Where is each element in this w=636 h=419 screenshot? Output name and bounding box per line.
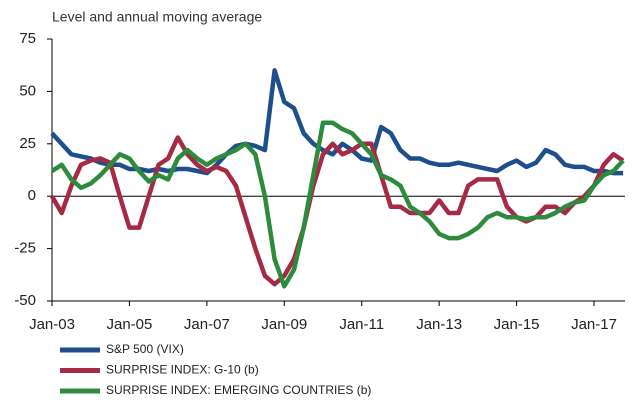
- legend-label: SURPRISE INDEX: EMERGING COUNTRIES (b): [106, 383, 371, 397]
- y-tick-label: 50: [19, 82, 36, 99]
- y-tick-label: -50: [14, 292, 36, 309]
- x-tick-label: Jan-17: [571, 316, 617, 333]
- x-tick-label: Jan-05: [106, 316, 152, 333]
- legend-label: SURPRISE INDEX: G-10 (b): [106, 363, 259, 377]
- legend-label: S&P 500 (VIX): [106, 342, 184, 356]
- x-tick-label: Jan-15: [494, 316, 540, 333]
- y-tick-label: 0: [28, 187, 36, 204]
- x-tick-label: Jan-11: [339, 316, 384, 333]
- chart-subtitle: Level and annual moving average: [52, 9, 262, 25]
- x-tick-label: Jan-03: [29, 316, 75, 333]
- series-line: [50, 68, 624, 176]
- series-line: [50, 120, 625, 289]
- x-tick-label: Jan-13: [416, 316, 462, 333]
- x-tick-label: Jan-09: [261, 316, 307, 333]
- y-tick-label: 75: [19, 30, 36, 47]
- x-tick-label: Jan-07: [184, 316, 230, 333]
- y-tick-label: -25: [14, 240, 36, 257]
- y-tick-label: 25: [19, 135, 36, 152]
